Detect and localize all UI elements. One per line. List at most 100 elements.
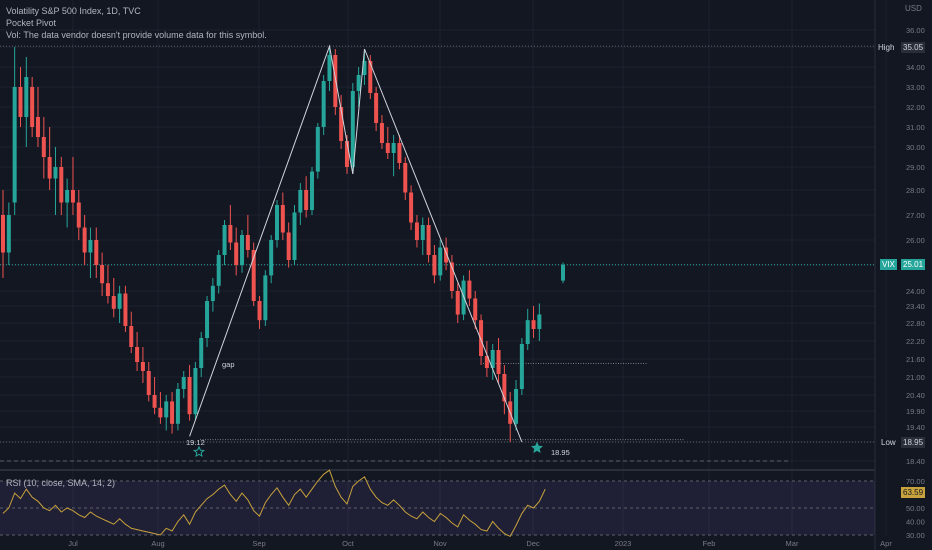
candle [140,347,145,383]
candle [53,147,58,215]
candle [467,270,472,306]
candle [356,67,361,107]
candle [339,95,344,149]
candle [385,127,390,159]
candle [374,87,379,131]
candle [362,49,367,85]
candle [561,262,565,284]
candle-body [315,127,320,172]
candle [298,183,303,225]
candle-body [35,117,40,137]
candle [397,135,402,170]
symbol-title[interactable]: Volatility S&P 500 Index, 1D, TVC [6,6,141,16]
candle-body [228,225,233,243]
price-tick-label: 33.00 [906,83,925,92]
candle-body [444,247,449,263]
candle [228,205,233,250]
candle-body [502,374,507,402]
candle [222,220,227,265]
low-tag-label: Low [879,437,898,448]
candle [280,192,285,240]
candle-body [135,347,140,362]
candle [123,285,128,332]
grid-lines [0,0,887,550]
candle [327,46,332,91]
rsi-pane [0,469,875,538]
candle [117,285,122,323]
candle-body [100,265,105,284]
candle [164,395,169,431]
candle [1,190,5,278]
candle [146,362,151,402]
candle-body [525,320,530,344]
candle-body [397,143,402,163]
candle [455,283,460,323]
candle [24,57,29,147]
price-tick-label: 28.00 [906,186,925,195]
candle-body [18,87,23,117]
candle [216,250,221,294]
candle [414,215,419,248]
candle-body [531,320,536,329]
candle-body [420,225,425,240]
price-tick-label: 24.00 [906,287,925,296]
candle [47,127,52,190]
candle [438,240,443,281]
time-axis[interactable]: Jul Aug Sep Oct Nov Dec 2023 Feb Mar Apr [68,539,892,548]
candle-body [251,250,256,301]
price-tick-label: 34.00 [906,63,925,72]
candle-body [327,55,332,81]
candle-body [65,190,70,203]
candle [449,255,454,299]
candle-body [94,240,99,265]
candle-body [47,157,52,179]
price-tick-label: 19.40 [906,423,925,432]
candle [519,338,524,395]
candle [181,371,186,399]
candle [6,202,11,265]
candle [210,278,215,312]
price-tick-label: 22.80 [906,319,925,328]
candle-body [298,190,303,213]
candle-body [537,314,542,329]
candle [152,377,157,415]
candle [502,365,507,415]
candle-body [24,77,29,117]
price-tick-label: 19.90 [906,407,925,416]
indicator-name[interactable]: Pocket Pivot [6,18,57,28]
rsi-legend[interactable]: RSI (10, close, SMA, 14, 2) [6,478,116,488]
candle-body [344,141,349,167]
candle-body [88,240,93,253]
last-price-tag: 25.01 [901,259,926,270]
last-tag-label: VIX [880,259,897,270]
candle [420,217,425,255]
candle [199,332,204,377]
candle-body [519,344,524,389]
candle [350,83,355,174]
candle-body [1,215,5,253]
candle-body [449,262,454,291]
price-tick-label: 20.40 [906,391,925,400]
candle [12,47,17,215]
candle [275,200,280,248]
price-tick-label: 31.00 [906,123,925,132]
candle [175,383,180,431]
time-tick-label: Sep [252,539,265,548]
candle [205,296,210,347]
gap-label: gap [222,360,235,369]
candle-body [403,163,408,193]
candle [94,227,99,278]
candle-body [164,401,169,418]
candle [263,270,268,326]
candle-body [263,275,268,321]
candle [490,344,495,380]
currency-label: USD [905,4,922,13]
candle-body [455,291,460,315]
candle-series [1,46,565,442]
rsi-line [2,469,546,538]
rsi-tick-label: 30.00 [906,531,925,540]
candle-body [286,232,291,260]
candle [432,245,437,284]
candle-body [53,167,58,179]
